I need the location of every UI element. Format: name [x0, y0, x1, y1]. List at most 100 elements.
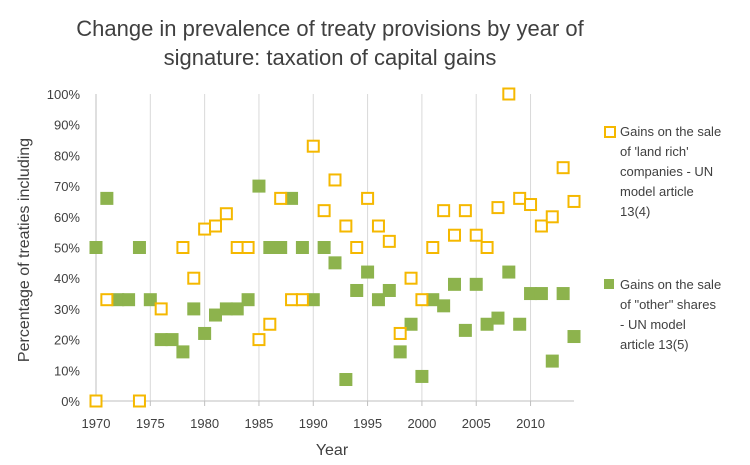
- data-point-land-rich: [404, 271, 418, 285]
- data-point-other-shares: [339, 373, 353, 387]
- data-point-other-shares: [545, 354, 559, 368]
- data-point-land-rich: [241, 241, 255, 254]
- data-point-other-shares: [317, 241, 331, 254]
- data-point-other-shares: [393, 345, 407, 359]
- data-point-other-shares: [154, 333, 168, 347]
- data-point-land-rich: [534, 219, 548, 233]
- y-tick-label: 40%: [54, 271, 80, 286]
- data-point-land-rich: [556, 161, 570, 175]
- legend-text-other-shares: Gains on the sale of "other" shares - UN…: [620, 275, 750, 355]
- legend-marker-land-rich: [604, 126, 616, 138]
- data-point-land-rich: [339, 219, 353, 233]
- data-point-land-rich: [371, 219, 385, 233]
- data-point-other-shares: [371, 293, 385, 307]
- data-point-other-shares: [513, 317, 527, 331]
- data-point-land-rich: [219, 207, 233, 221]
- data-point-land-rich: [317, 204, 331, 218]
- data-point-land-rich: [285, 293, 299, 307]
- x-tick-label: 2010: [516, 416, 545, 431]
- chart-title-line1: Change in prevalence of treaty provision…: [76, 16, 584, 41]
- data-point-land-rich: [393, 326, 407, 340]
- data-point-other-shares: [415, 369, 429, 383]
- data-point-land-rich: [350, 241, 364, 254]
- y-tick-label: 80%: [54, 148, 80, 163]
- data-points: [89, 87, 581, 408]
- data-point-other-shares: [187, 302, 201, 316]
- legend-marker-other-shares: [604, 279, 614, 289]
- x-axis-label: Year: [316, 442, 349, 459]
- data-point-land-rich: [274, 191, 288, 205]
- chart-title-line2: signature: taxation of capital gains: [163, 45, 497, 70]
- x-tick-label: 1970: [82, 416, 111, 431]
- data-point-land-rich: [437, 204, 451, 218]
- data-point-other-shares: [469, 277, 483, 291]
- x-tick-label: 1985: [244, 416, 273, 431]
- data-point-other-shares: [556, 287, 570, 301]
- data-point-other-shares: [89, 241, 103, 254]
- data-point-land-rich: [426, 241, 440, 254]
- data-point-other-shares: [209, 308, 222, 322]
- data-point-land-rich: [263, 317, 277, 331]
- legend-line: 13(4): [620, 204, 651, 219]
- data-point-other-shares: [241, 293, 255, 307]
- data-point-other-shares: [295, 241, 309, 254]
- data-point-other-shares: [534, 287, 548, 301]
- data-point-land-rich: [448, 228, 461, 242]
- legend-line: model article: [620, 184, 694, 199]
- x-tick-labels: 1970 1975 1980 1985 1990 1995 2000 2005 2010: [82, 416, 545, 431]
- y-axis-label: Percentage of treaties including: [16, 138, 33, 362]
- data-point-other-shares: [437, 299, 451, 313]
- data-point-other-shares: [480, 317, 494, 331]
- data-point-other-shares: [361, 265, 375, 279]
- data-point-land-rich: [567, 194, 581, 208]
- legend-line: article 13(5): [620, 337, 689, 352]
- data-point-other-shares: [252, 179, 266, 193]
- data-point-other-shares: [382, 283, 396, 297]
- data-point-land-rich: [361, 191, 375, 205]
- data-point-land-rich: [252, 333, 266, 347]
- data-point-other-shares: [263, 241, 277, 254]
- legend-line: of "other" shares: [620, 297, 716, 312]
- legend-line: Gains on the sale: [620, 124, 722, 139]
- y-tick-label: 60%: [54, 210, 80, 225]
- x-tick-label: 1980: [190, 416, 219, 431]
- data-point-land-rich: [491, 201, 505, 215]
- legend-text-land-rich: Gains on the sale of 'land rich' compani…: [620, 122, 750, 222]
- axes: [95, 94, 574, 406]
- data-point-land-rich: [132, 394, 146, 408]
- data-point-land-rich: [176, 241, 190, 254]
- y-tick-label: 20%: [54, 333, 80, 348]
- data-point-land-rich: [513, 191, 527, 205]
- data-point-other-shares: [448, 277, 461, 291]
- data-point-other-shares: [306, 293, 320, 307]
- data-point-other-shares: [524, 287, 538, 301]
- data-point-other-shares: [285, 191, 299, 205]
- data-point-land-rich: [198, 222, 212, 236]
- data-point-other-shares: [491, 311, 505, 325]
- data-point-other-shares: [100, 191, 114, 205]
- x-tick-label: 2000: [407, 416, 436, 431]
- data-point-other-shares: [219, 302, 233, 316]
- data-point-land-rich: [209, 219, 222, 233]
- data-point-other-shares: [274, 241, 288, 254]
- x-tick-label: 2005: [462, 416, 491, 431]
- data-point-land-rich: [458, 204, 472, 218]
- x-tick-label: 1995: [353, 416, 382, 431]
- data-point-other-shares: [502, 265, 516, 279]
- y-tick-label: 30%: [54, 302, 80, 317]
- data-point-land-rich: [480, 241, 494, 254]
- chart-title: Change in prevalence of treaty provision…: [30, 14, 630, 72]
- y-tick-labels: 0% 10% 20% 30% 40% 50% 60% 70% 80% 90% 100%: [47, 87, 81, 409]
- legend-line: of 'land rich': [620, 144, 689, 159]
- x-tick-label: 1975: [136, 416, 165, 431]
- y-tick-label: 10%: [54, 363, 80, 378]
- legend-line: companies - UN: [620, 164, 714, 179]
- data-point-land-rich: [154, 302, 168, 316]
- data-point-land-rich: [382, 234, 396, 248]
- y-tick-label: 90%: [54, 118, 80, 133]
- data-point-other-shares: [132, 241, 146, 254]
- data-point-land-rich: [306, 139, 320, 153]
- x-tick-label: 1990: [299, 416, 328, 431]
- data-point-other-shares: [143, 293, 157, 307]
- data-point-other-shares: [122, 293, 136, 307]
